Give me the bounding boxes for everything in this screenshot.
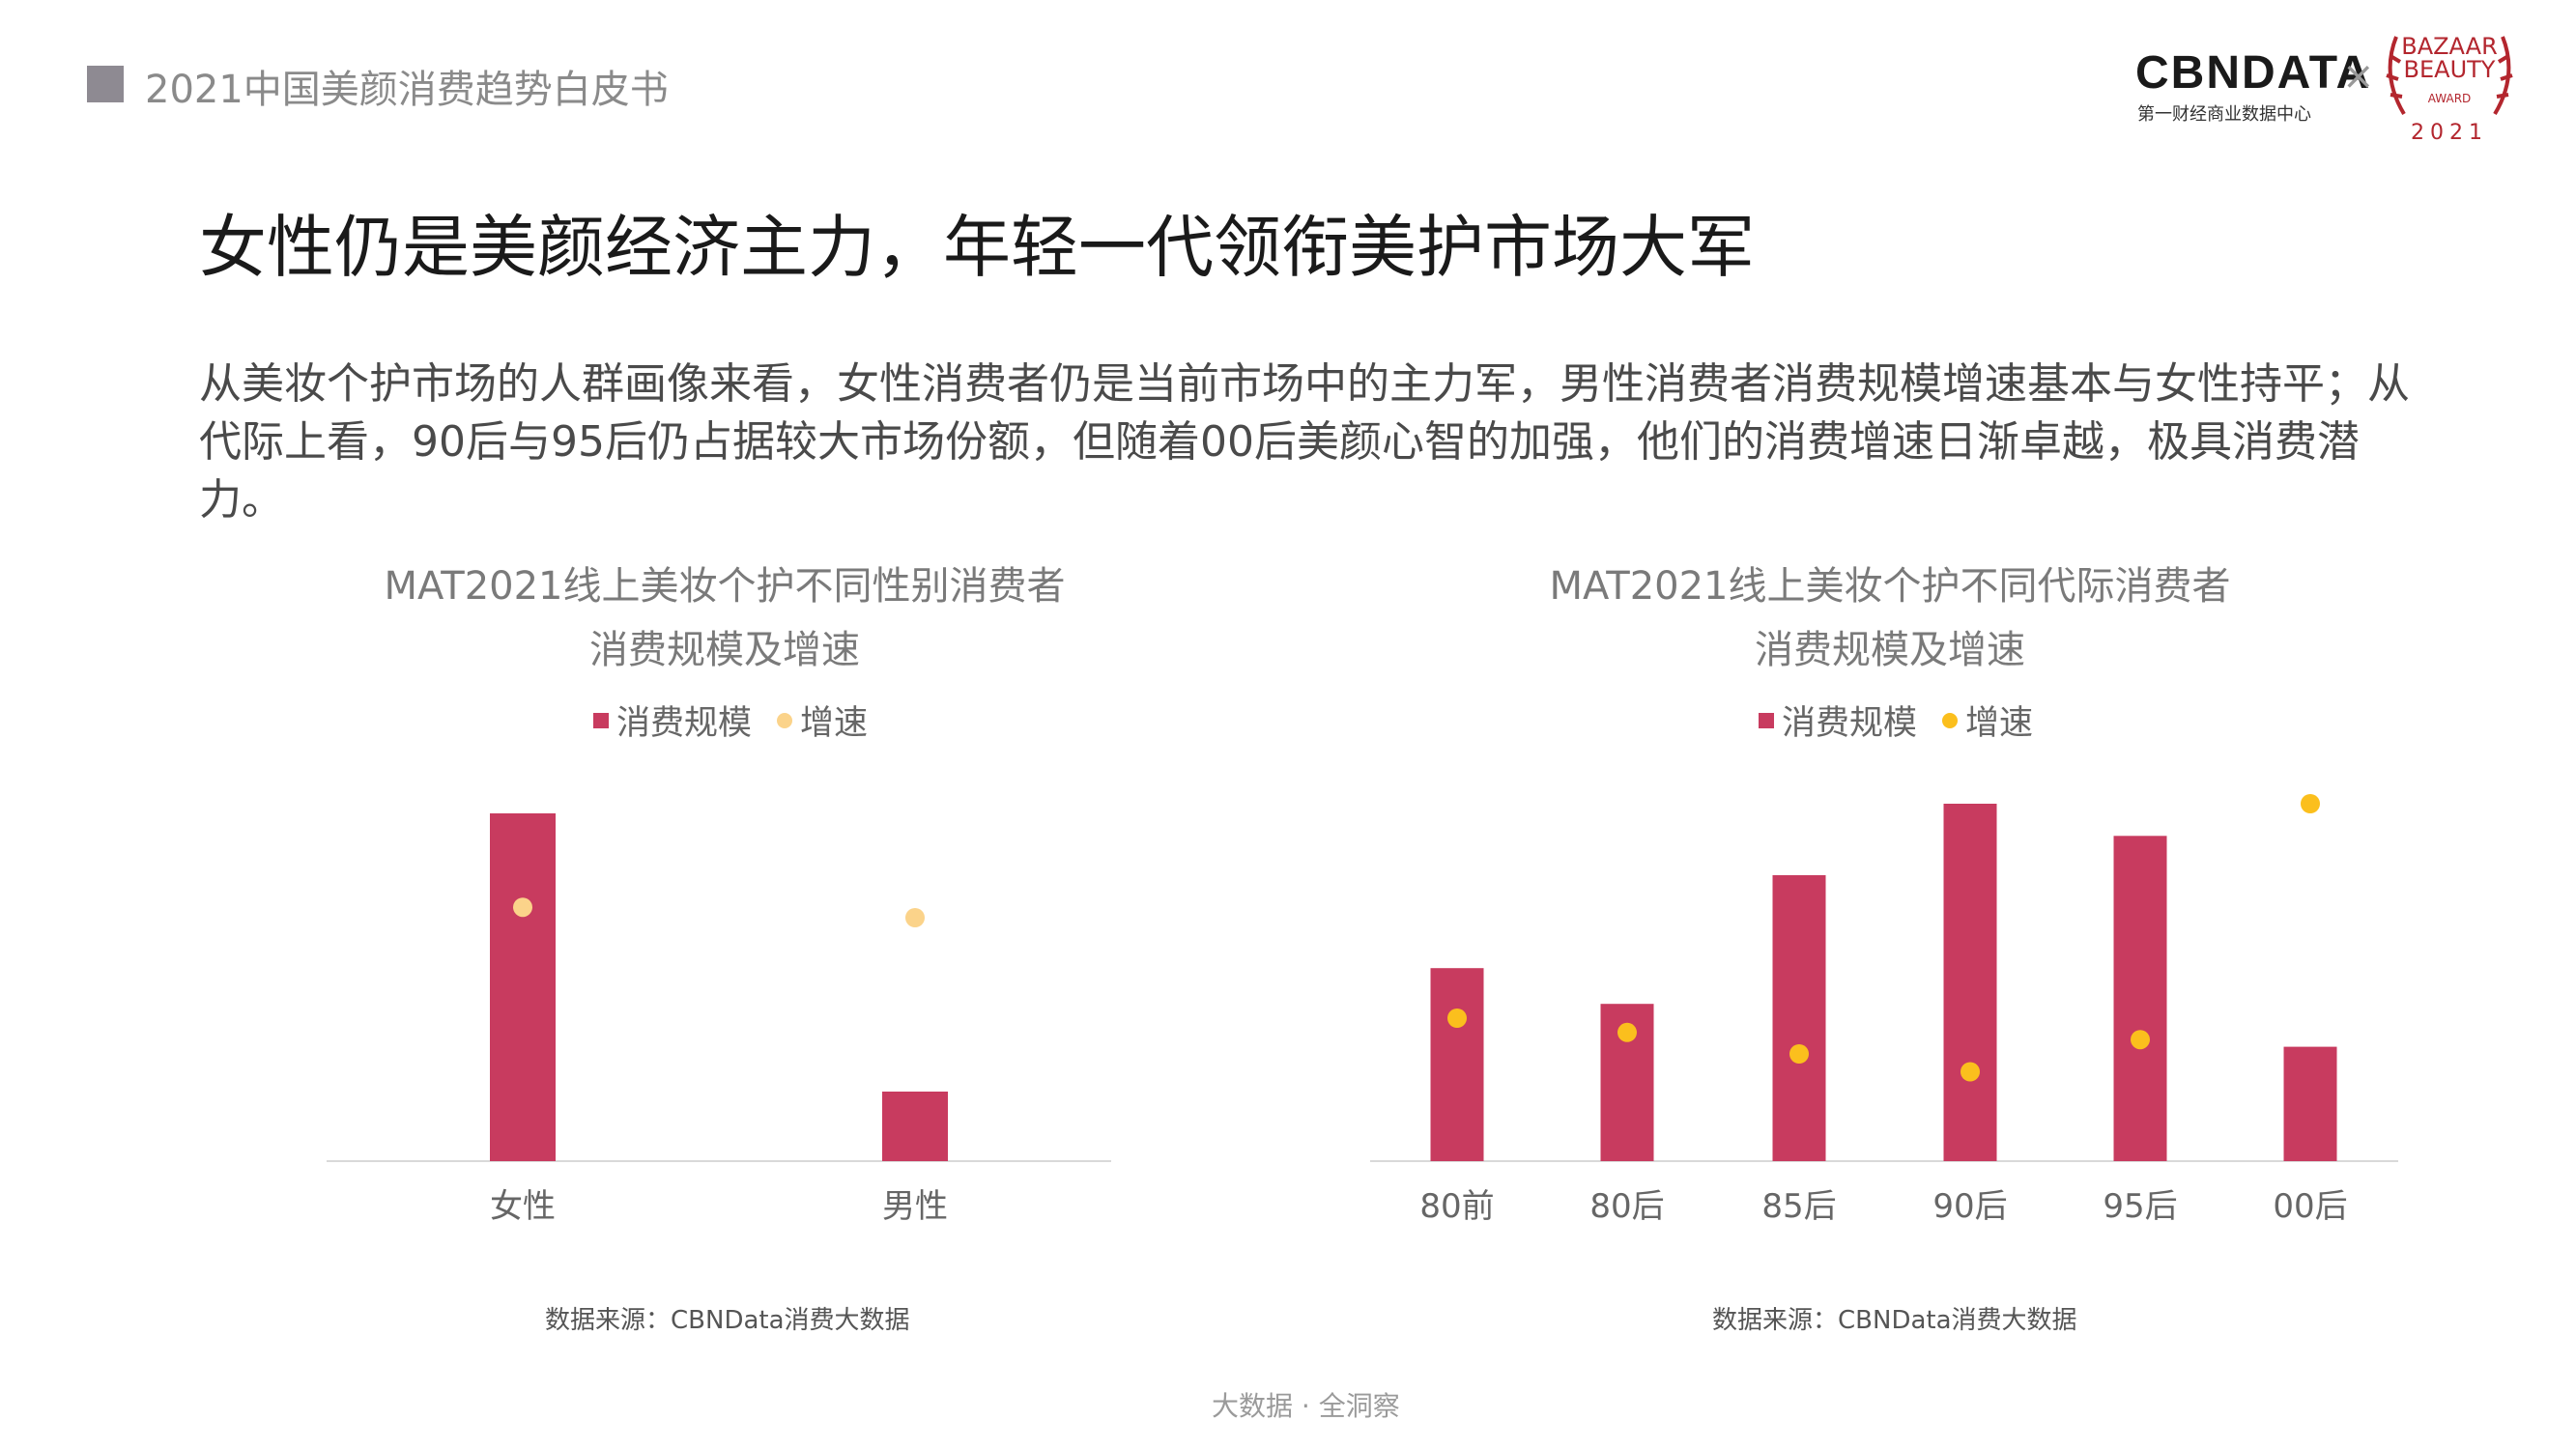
- x-tick-label: 95后: [2103, 1187, 2177, 1226]
- summary-paragraph: 从美妆个护市场的人群画像来看，女性消费者仍是当前市场中的主力军，男性消费者消费规…: [199, 359, 2410, 525]
- svg-text:BAZAAR: BAZAAR: [2401, 33, 2498, 60]
- legend-dot-swatch: [1942, 712, 1959, 728]
- growth-dot: [2131, 1030, 2150, 1050]
- growth-dot: [513, 897, 532, 918]
- bar: [1943, 804, 1997, 1161]
- chart-gender-source: 数据来源：CBNData消费大数据: [545, 1306, 910, 1335]
- bar: [2283, 1046, 2337, 1161]
- legend-dot-swatch: [777, 712, 793, 728]
- chart-generation-legend: 消费规模 增速: [1759, 696, 2033, 745]
- chart-gender-legend: 消费规模 增速: [593, 696, 868, 745]
- bar: [882, 1092, 948, 1161]
- header-marker: [87, 66, 124, 102]
- cbndata-logo-subtitle: 第一财经商业数据中心: [2137, 104, 2311, 125]
- chart-generation-title: MAT2021线上美妆个护不同代际消费者 消费规模及增速: [1494, 554, 2286, 682]
- chart-generation-source: 数据来源：CBNData消费大数据: [1712, 1306, 2077, 1335]
- svg-text:AWARD: AWARD: [2428, 92, 2472, 105]
- legend-label-growth: 增速: [1965, 704, 2034, 743]
- bar: [490, 813, 556, 1161]
- growth-dot: [905, 908, 925, 927]
- growth-dot: [1447, 1009, 1467, 1028]
- bar: [2113, 836, 2167, 1161]
- slide-title: 女性仍是美颜经济主力，年轻一代领衔美护市场大军: [199, 208, 1755, 287]
- growth-dot: [1961, 1062, 1980, 1082]
- x-tick-label: 男性: [882, 1187, 948, 1226]
- bazaar-beauty-award-logo: BAZAAR BEAUTY AWARD 2021: [2386, 33, 2513, 145]
- x-tick-label: 80前: [1419, 1187, 1494, 1226]
- legend-label-scale: 消费规模: [616, 704, 753, 743]
- svg-text:2021: 2021: [2411, 121, 2488, 145]
- chart-gender-title-line1: MAT2021线上美妆个护不同性别消费者: [384, 564, 1066, 609]
- bar: [1430, 968, 1484, 1161]
- x-tick-label: 90后: [1932, 1187, 2007, 1226]
- logo-separator: ×: [2342, 54, 2375, 99]
- footer-slogan: 大数据 · 全洞察: [1212, 1390, 1400, 1422]
- chart-generation-title-line1: MAT2021线上美妆个护不同代际消费者: [1549, 564, 2231, 609]
- cbndata-logo: CBΝDATA: [2135, 47, 2372, 99]
- svg-text:BEAUTY: BEAUTY: [2404, 56, 2496, 83]
- growth-dot: [1617, 1022, 1637, 1042]
- growth-dot: [1789, 1044, 1809, 1064]
- chart-gender-title-line2: 消费规模及增速: [589, 628, 860, 672]
- chart-generation-title-line2: 消费规模及增速: [1755, 628, 2025, 672]
- growth-dot: [2301, 794, 2320, 813]
- legend-bar-swatch: [593, 712, 609, 728]
- x-tick-label: 女性: [490, 1187, 556, 1226]
- legend-label-scale: 消费规模: [1782, 704, 1918, 743]
- legend-bar-swatch: [1759, 712, 1774, 728]
- x-tick-label: 00后: [2273, 1187, 2347, 1226]
- x-tick-label: 80后: [1589, 1187, 1664, 1226]
- bar: [1772, 875, 1826, 1161]
- report-title: 2021中国美颜消费趋势白皮书: [145, 68, 669, 112]
- chart-gender-title: MAT2021线上美妆个护不同性别消费者 消费规模及增速: [329, 554, 1121, 682]
- x-tick-label: 85后: [1761, 1187, 1836, 1226]
- legend-label-growth: 增速: [800, 704, 869, 743]
